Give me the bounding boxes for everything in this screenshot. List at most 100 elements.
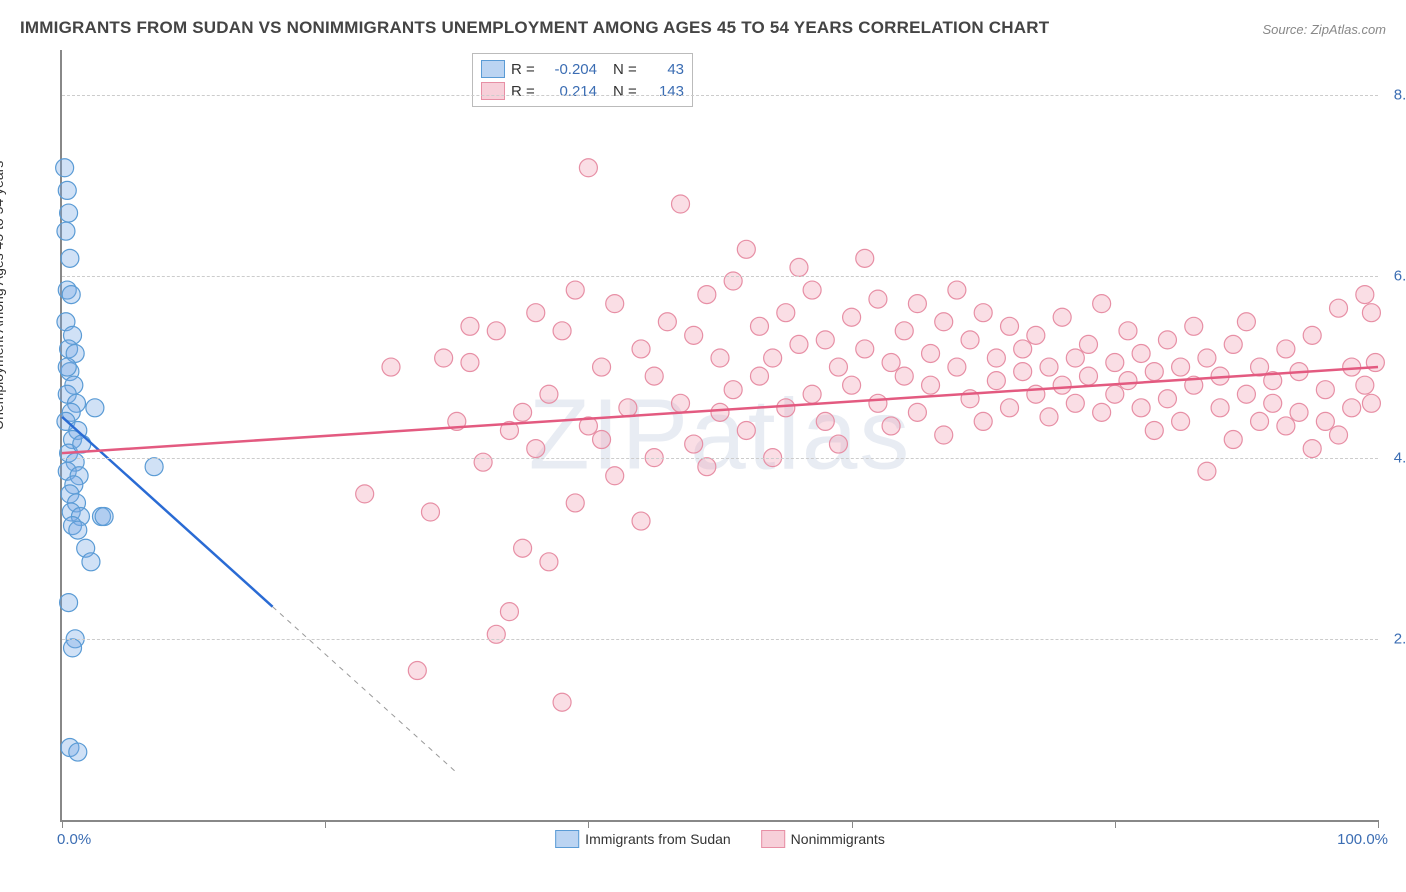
data-point	[1079, 335, 1097, 353]
data-point	[1290, 403, 1308, 421]
data-point	[816, 331, 834, 349]
x-tick	[62, 820, 63, 828]
data-point	[777, 304, 795, 322]
data-point	[658, 313, 676, 331]
data-point	[606, 295, 624, 313]
data-point	[632, 340, 650, 358]
data-point	[1014, 340, 1032, 358]
data-point	[1066, 394, 1084, 412]
data-point	[1198, 349, 1216, 367]
data-point	[1237, 385, 1255, 403]
data-point	[1158, 390, 1176, 408]
bottom-legend-item-1: Nonimmigrants	[761, 830, 885, 848]
data-point	[869, 290, 887, 308]
data-point	[724, 272, 742, 290]
data-point	[711, 349, 729, 367]
swatch-pink-icon	[761, 830, 785, 848]
data-point	[724, 381, 742, 399]
data-point	[82, 553, 100, 571]
data-point	[461, 317, 479, 335]
data-point	[1224, 335, 1242, 353]
data-point	[474, 453, 492, 471]
data-point	[1093, 403, 1111, 421]
data-point	[1330, 426, 1348, 444]
data-point	[935, 426, 953, 444]
data-point	[1119, 372, 1137, 390]
data-point	[1277, 417, 1295, 435]
data-point	[948, 281, 966, 299]
data-point	[553, 693, 571, 711]
data-point	[1145, 421, 1163, 439]
data-point	[60, 594, 78, 612]
data-point	[987, 372, 1005, 390]
data-point	[829, 358, 847, 376]
bottom-legend: Immigrants from Sudan Nonimmigrants	[555, 830, 885, 848]
data-point	[698, 286, 716, 304]
data-point	[882, 354, 900, 372]
data-point	[1303, 326, 1321, 344]
data-point	[606, 467, 624, 485]
data-point	[553, 322, 571, 340]
gridline	[62, 276, 1378, 277]
data-point	[593, 431, 611, 449]
y-tick-label: 4.0%	[1383, 449, 1406, 466]
data-point	[500, 603, 518, 621]
data-point	[895, 322, 913, 340]
data-point	[356, 485, 374, 503]
data-point	[737, 240, 755, 258]
y-tick-label: 6.0%	[1383, 268, 1406, 285]
data-point	[672, 195, 690, 213]
data-point	[514, 539, 532, 557]
data-point	[408, 662, 426, 680]
data-point	[527, 304, 545, 322]
data-point	[1237, 313, 1255, 331]
data-point	[829, 435, 847, 453]
data-point	[64, 639, 82, 657]
chart-title: IMMIGRANTS FROM SUDAN VS NONIMMIGRANTS U…	[20, 18, 1049, 38]
data-point	[1356, 376, 1374, 394]
data-point	[461, 354, 479, 372]
data-point	[790, 335, 808, 353]
data-point	[961, 331, 979, 349]
data-point	[777, 399, 795, 417]
data-point	[1119, 322, 1137, 340]
data-point	[382, 358, 400, 376]
data-point	[1027, 326, 1045, 344]
data-point	[1356, 286, 1374, 304]
data-point	[1079, 367, 1097, 385]
data-point	[1132, 344, 1150, 362]
data-point	[974, 304, 992, 322]
plot-area: ZIPatlas R = -0.204 N = 43 R = 0.214 N =…	[60, 50, 1378, 822]
data-point	[645, 367, 663, 385]
x-tick-label-min: 0.0%	[57, 831, 91, 848]
gridline	[62, 95, 1378, 96]
data-point	[579, 159, 597, 177]
data-point	[843, 376, 861, 394]
data-point	[632, 512, 650, 530]
data-point	[1172, 412, 1190, 430]
data-point	[895, 367, 913, 385]
data-point	[527, 440, 545, 458]
data-point	[86, 399, 104, 417]
data-point	[95, 508, 113, 526]
y-tick-label: 2.0%	[1383, 630, 1406, 647]
data-point	[803, 385, 821, 403]
data-point	[1053, 308, 1071, 326]
data-point	[56, 159, 74, 177]
data-point	[58, 358, 76, 376]
data-point	[435, 349, 453, 367]
data-point	[619, 399, 637, 417]
data-point	[816, 412, 834, 430]
data-point	[737, 421, 755, 439]
data-point	[1053, 376, 1071, 394]
data-point	[1224, 431, 1242, 449]
data-point	[1277, 340, 1295, 358]
data-point	[1316, 412, 1334, 430]
data-point	[487, 625, 505, 643]
data-point	[1362, 394, 1380, 412]
swatch-blue-icon	[555, 830, 579, 848]
x-tick	[1378, 820, 1379, 828]
data-point	[1251, 412, 1269, 430]
data-point	[1198, 462, 1216, 480]
data-point	[764, 349, 782, 367]
